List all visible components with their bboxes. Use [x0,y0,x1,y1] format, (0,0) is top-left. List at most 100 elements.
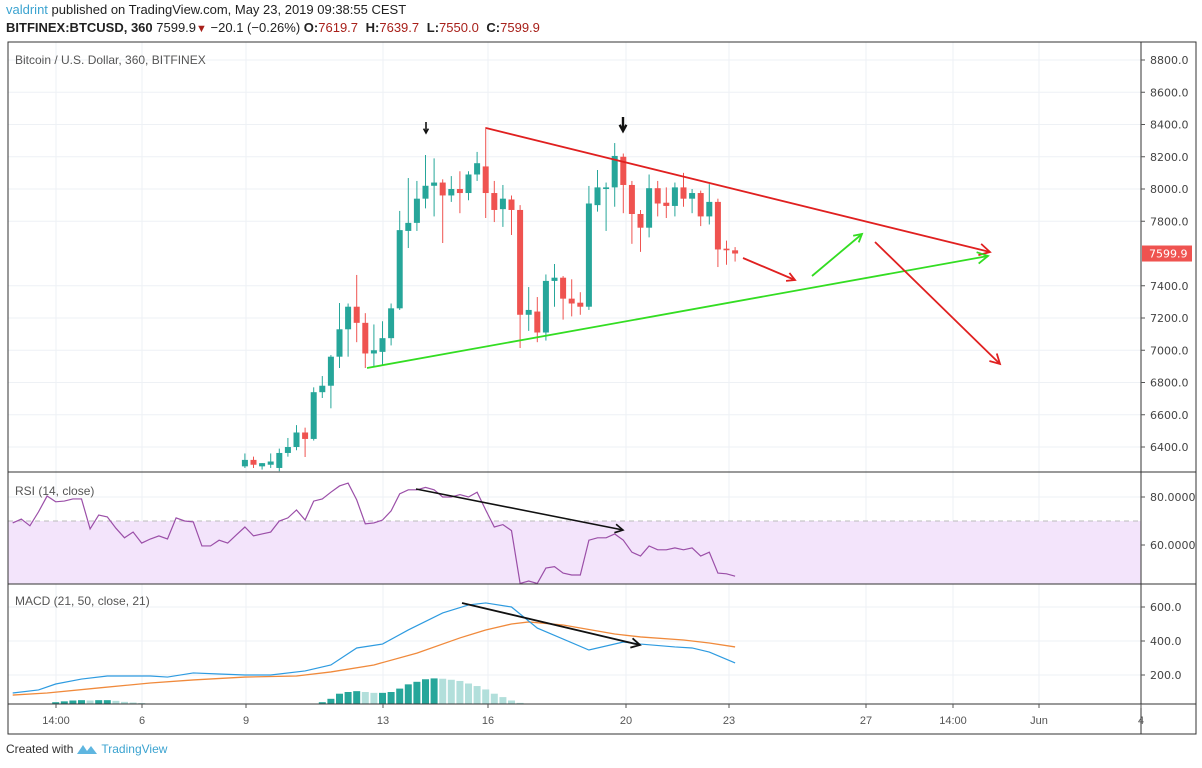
candle [474,151,481,181]
candle [680,172,687,207]
candle-body [302,432,309,439]
price-tick-label: 6400.0 [1150,441,1189,454]
macd-pane-title: MACD (21, 50, close, 21) [15,594,150,608]
chart-frame [7,41,1197,735]
histogram-bar [430,678,438,704]
candle [336,303,343,368]
current-price-badge [1142,245,1192,262]
histogram-bar [379,692,386,704]
resistance-trendline [485,127,992,256]
symbol-info: BITFINEX:BTCUSD, 360 7599.9▼ −20.1 (−0.2… [6,20,544,35]
candle-body [637,213,644,228]
author-link[interactable]: valdrint [6,2,48,17]
tradingview-link[interactable]: TradingView [101,742,168,756]
candle-body [284,447,291,453]
candle-body [241,459,248,467]
candle-body [482,166,489,194]
candle-body [663,202,670,206]
candle [345,303,352,357]
candle [577,292,584,315]
candle [525,287,532,331]
time-tick-label: 20 [620,715,632,727]
red-arrow-short-shaft [742,257,796,281]
histogram-bar [508,700,515,704]
resistance-trendline-shaft [485,127,991,253]
histogram-bar [121,701,128,704]
candle [396,210,403,310]
price-tick-label: 8000.0 [1150,183,1189,196]
histogram-bar [439,678,447,704]
histogram-bar [516,702,524,704]
candle [534,297,541,343]
time-tick-label: 13 [377,715,389,727]
candle [293,425,300,451]
rsi-tick-label: 80.0000 [1150,491,1196,504]
histogram-bar [86,700,94,704]
red-arrow-short [742,257,797,282]
candle [560,276,567,320]
histogram-bar [456,680,464,704]
candle [259,463,266,470]
candle [542,274,549,341]
candle-body [353,306,360,323]
arrowhead-icon [989,353,1002,366]
candlestick-series [241,127,739,472]
candle-body [413,198,420,223]
current-price-label: 7599.9 [1149,248,1188,261]
candle-body [439,182,446,196]
histogram-bar [344,692,352,704]
arrowhead-icon [976,251,990,265]
arrowhead-icon [852,232,864,243]
tradingview-logo-icon[interactable] [76,742,98,756]
candle [637,209,644,252]
macd-tick-label: 600.0 [1150,601,1182,614]
time-tick-label: 4 [1138,715,1144,727]
high-label: H: [365,20,380,35]
histogram-bar [490,693,498,704]
close-value: 7599.9 [500,20,540,35]
histogram-bar [447,679,455,704]
arrowhead-icon [630,637,642,649]
candle [697,190,704,227]
time-tick-label: 9 [243,715,249,727]
rsi-series [12,482,736,584]
green-arrow [811,232,864,277]
histogram-bar [327,698,335,704]
candle-body [499,198,506,210]
created-with-text: Created with [6,742,74,756]
candle [388,303,395,346]
candle-body [465,174,472,194]
histogram-bar [112,700,120,704]
candle-body [267,461,274,465]
price-tick-label: 8800.0 [1150,54,1189,67]
price-change: −20.1 (−0.26%) [210,20,301,35]
candle [448,176,455,202]
candle [310,387,317,441]
histogram-bar [422,679,429,704]
macd-line [12,602,736,694]
candle-body [714,201,721,250]
candle [405,178,412,249]
price-tick-label: 8600.0 [1150,86,1189,99]
histogram-bar [387,692,395,704]
time-tick-label: 23 [723,715,735,727]
candle [413,180,420,231]
signal-line [12,621,736,696]
candle [362,313,369,368]
histogram-bar [78,700,85,704]
candle-body [491,193,498,210]
candle-body [534,311,541,333]
price-tick-label: 7000.0 [1150,344,1189,357]
candle-body [431,182,438,186]
candle [439,179,446,244]
candle [603,182,610,231]
time-tick-label: 16 [482,715,494,727]
arrowhead-icon [614,523,625,534]
arrowhead-icon [785,272,797,282]
candle [611,143,618,207]
arrowhead-icon [422,128,430,135]
histogram-bar [129,702,137,704]
candle [628,180,635,244]
candle [250,456,257,468]
